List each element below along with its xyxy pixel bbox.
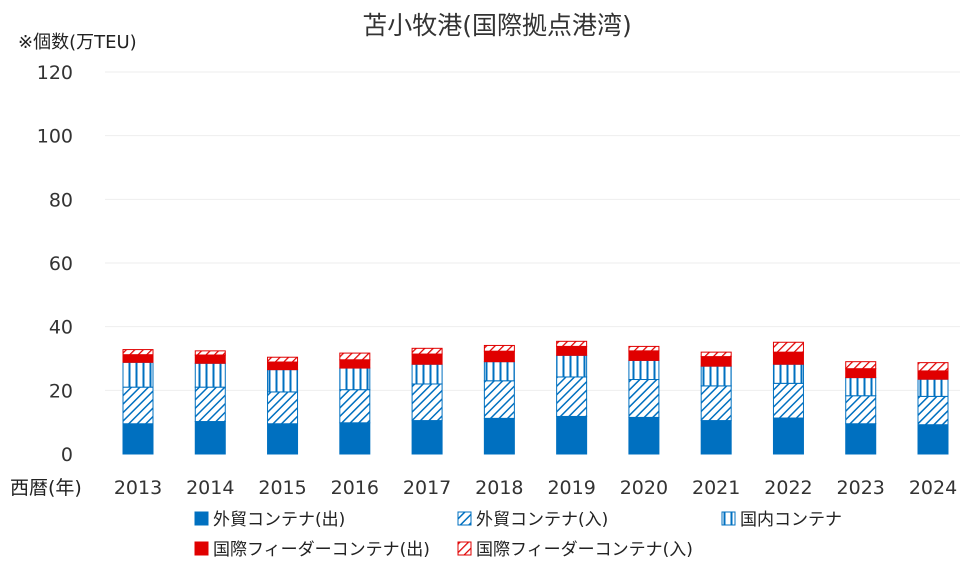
- bar-segment-4: [194, 354, 226, 364]
- bar-segment-3: [339, 367, 371, 391]
- x-tick-label: 2015: [258, 477, 306, 499]
- x-tick-label: 2022: [764, 477, 812, 499]
- bar-segment-1: [556, 415, 588, 455]
- y-tick-label: 0: [61, 444, 73, 466]
- x-tick-label: 2021: [692, 477, 740, 499]
- bar-segment-5: [845, 361, 877, 370]
- bar-segment-4: [556, 345, 588, 356]
- bar-segment-3: [194, 362, 226, 388]
- bar-segment-2: [845, 395, 877, 425]
- bar-segment-5: [267, 356, 299, 363]
- bar-segment-5: [483, 344, 515, 352]
- bar-segment-5: [122, 349, 154, 356]
- x-tick-label: 2019: [547, 477, 595, 499]
- legend-label: 外貿コンテナ(出): [213, 510, 345, 530]
- bar-segment-4: [700, 356, 732, 367]
- y-tick-label: 100: [37, 126, 73, 148]
- x-tick-label: 2016: [331, 477, 379, 499]
- bar-segment-2: [917, 395, 949, 426]
- bar-segment-2: [267, 391, 299, 425]
- bar-segment-2: [194, 386, 226, 423]
- x-tick-label: 2013: [114, 477, 162, 499]
- bar-segment-4: [122, 354, 154, 363]
- bar-segment-3: [772, 363, 804, 384]
- bar-segment-1: [700, 420, 732, 455]
- bar-segment-2: [411, 383, 443, 422]
- x-tick-label: 2018: [475, 477, 523, 499]
- bar-segment-5: [556, 340, 588, 347]
- bar-segment-5: [339, 352, 371, 361]
- bar-segment-4: [411, 353, 443, 365]
- legend-swatch: [194, 511, 209, 526]
- legend-swatch: [457, 511, 472, 526]
- x-tick-label: 2020: [620, 477, 668, 499]
- bar-segment-1: [628, 416, 660, 455]
- bar-segment-2: [122, 386, 154, 425]
- bar-segment-1: [267, 423, 299, 455]
- y-axis-label: ※個数(万TEU): [18, 32, 137, 53]
- x-tick-label: 2023: [837, 477, 885, 499]
- bar-segment-3: [917, 378, 949, 397]
- bar-segment-1: [483, 417, 515, 455]
- bar-segment-5: [772, 341, 804, 353]
- x-tick-label: 2017: [403, 477, 451, 499]
- bar-segment-4: [845, 368, 877, 379]
- x-tick-label: 2014: [186, 477, 234, 499]
- x-axis-label: 西暦(年): [10, 477, 82, 499]
- bar-segment-4: [628, 350, 660, 361]
- bar-segment-3: [845, 377, 877, 397]
- bar-segment-1: [917, 424, 949, 455]
- y-tick-label: 60: [49, 253, 73, 275]
- bar-segment-2: [700, 385, 732, 422]
- bar-segment-3: [411, 363, 443, 385]
- bar-segment-3: [628, 359, 660, 381]
- bar-segment-4: [339, 359, 371, 369]
- legend-label: 国内コンテナ: [740, 510, 842, 530]
- bar-segment-1: [122, 423, 154, 455]
- bar-segment-5: [917, 362, 949, 372]
- bar-segment-3: [483, 361, 515, 382]
- bar-segment-4: [772, 351, 804, 365]
- legend-label: 国際フィーダーコンテナ(入): [476, 540, 693, 560]
- bar-segment-4: [917, 370, 949, 380]
- bar-segment-1: [411, 420, 443, 455]
- bar-segment-5: [194, 350, 226, 356]
- bar-segment-1: [772, 417, 804, 455]
- chart-title: 苫小牧港(国際拠点港湾): [362, 11, 632, 40]
- bar-segment-3: [267, 369, 299, 393]
- bar-segment-2: [772, 382, 804, 419]
- bar-segment-1: [194, 421, 226, 455]
- bar-segment-3: [556, 354, 588, 378]
- y-tick-label: 40: [49, 317, 73, 339]
- bar-segment-4: [483, 350, 515, 363]
- legend-swatch: [457, 541, 472, 556]
- bar-segment-1: [339, 422, 371, 455]
- y-tick-label: 80: [49, 189, 73, 211]
- bar-segment-4: [267, 361, 299, 371]
- legend-label: 国際フィーダーコンテナ(出): [213, 540, 430, 560]
- bar-segment-3: [700, 365, 732, 387]
- bar-segment-5: [628, 345, 660, 352]
- y-tick-label: 120: [37, 62, 73, 84]
- bar-segment-2: [556, 376, 588, 417]
- bar-segment-1: [845, 423, 877, 455]
- bar-segment-2: [628, 379, 660, 418]
- bar-segment-5: [700, 351, 732, 358]
- legend-swatch: [721, 511, 736, 526]
- legend-label: 外貿コンテナ(入): [476, 510, 608, 530]
- y-tick-label: 20: [49, 380, 73, 402]
- bar-segment-2: [339, 389, 371, 424]
- bar-segment-5: [411, 347, 443, 355]
- bar-segment-3: [122, 361, 154, 388]
- legend-swatch: [194, 541, 209, 556]
- x-tick-label: 2024: [909, 477, 957, 499]
- bar-segment-2: [483, 380, 515, 419]
